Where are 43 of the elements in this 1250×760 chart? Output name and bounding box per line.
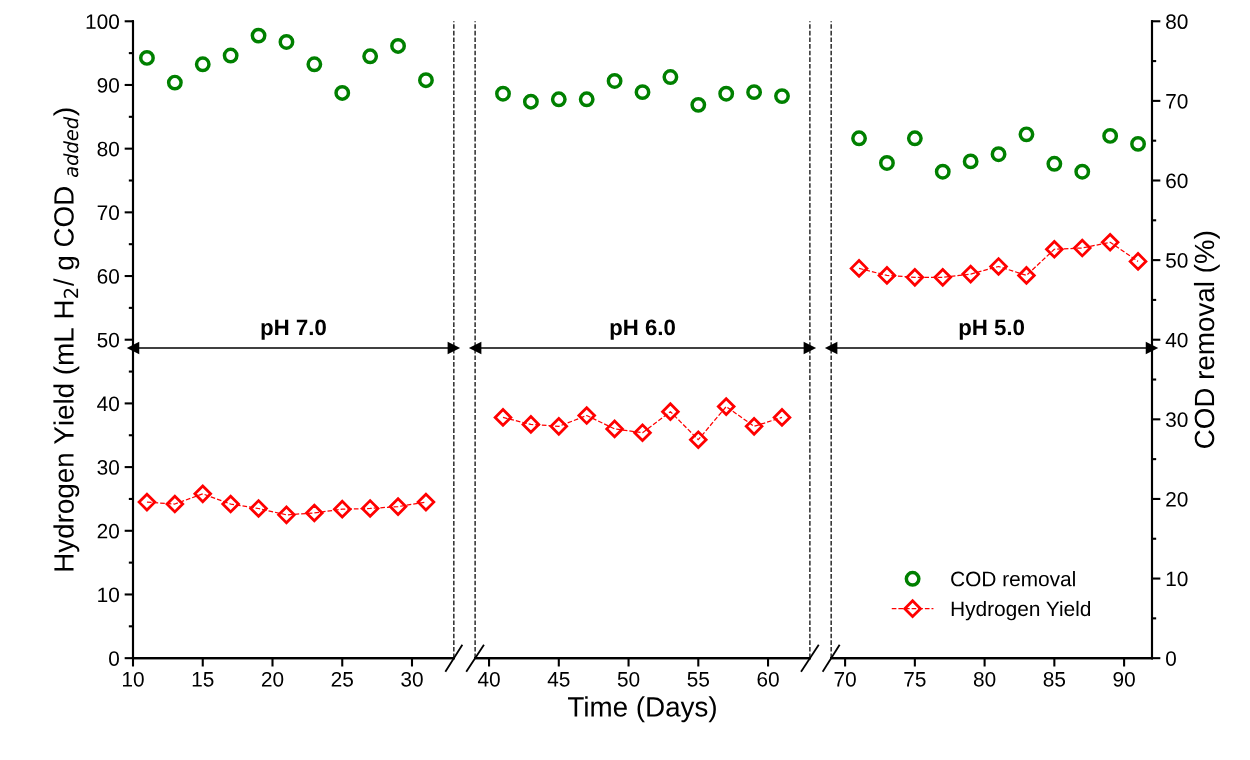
y-tick-label: 70 [97,205,119,221]
x-tick-label: 80 [973,671,996,687]
x-tick-label: 10 [123,671,144,687]
legend-label: Hydrogen Yield [951,600,1091,621]
y-tick-label: 100 [86,14,119,30]
legend-label: COD removal [951,571,1075,587]
x-tick-label: 85 [1043,671,1066,687]
y2-tick-label: 60 [1166,173,1188,189]
ref-line-label: pH 5.0 [959,319,1025,340]
y2-tick-label: 30 [1165,412,1188,428]
x-tick-label: 20 [261,671,284,687]
y2-axis-title: COD removal (%) [1193,231,1220,448]
y-tick-label: 50 [97,332,119,348]
y-tick-label: 0 [109,651,119,666]
y-tick-label: 20 [97,523,119,539]
x-tick-label: 60 [757,671,779,687]
x-tick-label: 70 [834,671,856,687]
y2-tick-label: 10 [1166,571,1188,587]
y-tick-label: 80 [97,141,119,157]
y-tick-label: 60 [97,269,119,284]
x-tick-label: 25 [331,671,353,687]
y2-tick-label: 40 [1165,332,1188,348]
x-tick-label: 40 [477,671,500,687]
y2-tick-label: 80 [1166,14,1188,30]
y-tick-label: 30 [97,460,119,475]
x-tick-label: 90 [1113,671,1135,687]
x-tick-label: 50 [617,671,640,687]
y-tick-label: 10 [98,587,119,603]
x-tick-label: 15 [192,672,214,687]
y2-tick-label: 70 [1166,93,1188,109]
x-tick-label: 30 [401,671,423,687]
ref-line-label: pH 7.0 [261,319,326,340]
x-tick-label: 55 [687,672,710,687]
y2-tick-label: 20 [1166,491,1188,507]
x-axis-title: Time (Days) [568,696,716,723]
x-tick-label: 45 [547,672,570,687]
y-axis-title: Hydrogen Yield (mL H$_{2}$/ g COD $_{added}$) [53,108,80,571]
ref-line-label: pH 6.0 [610,319,675,340]
y-tick-label: 90 [97,77,119,93]
y2-tick-label: 50 [1166,253,1188,268]
y-tick-label: 40 [97,396,119,412]
x-tick-label: 75 [904,672,926,687]
y2-tick-label: 0 [1166,651,1176,666]
